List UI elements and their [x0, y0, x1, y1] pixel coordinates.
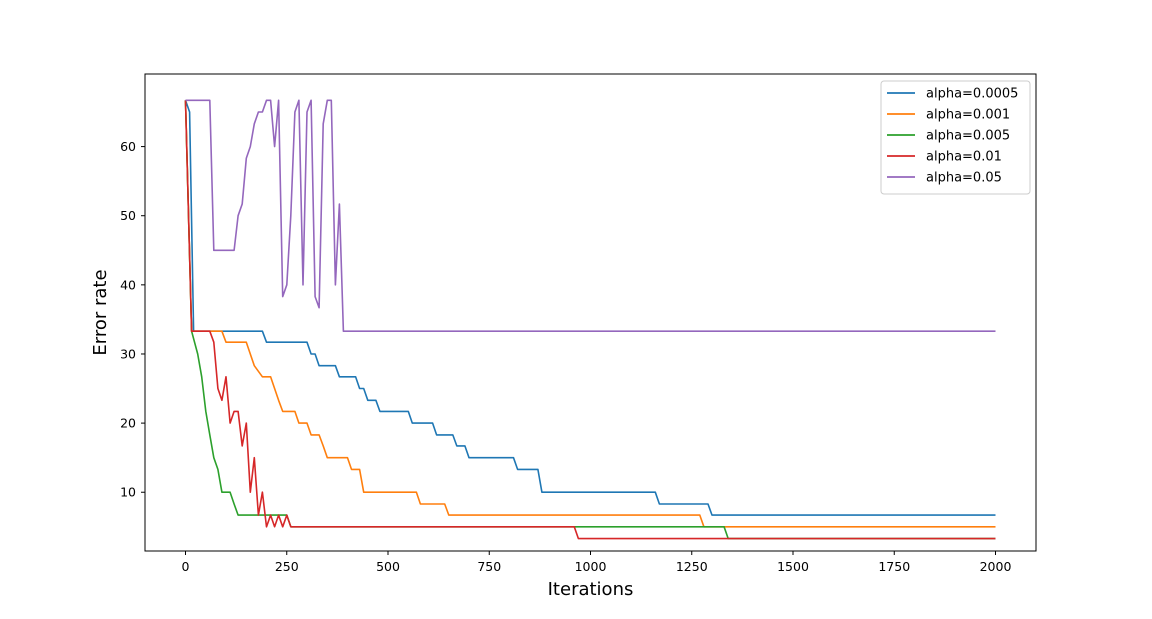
- x-tick-label: 1000: [575, 559, 607, 574]
- legend-label: alpha=0.001: [926, 108, 1010, 123]
- x-tick-label: 1750: [878, 559, 910, 574]
- x-tick-label: 250: [275, 559, 299, 574]
- x-tick-label: 500: [376, 559, 400, 574]
- x-tick-label: 2000: [980, 559, 1012, 574]
- y-tick-label: 40: [120, 277, 136, 292]
- x-tick-label: 0: [182, 559, 190, 574]
- x-tick-label: 750: [477, 559, 501, 574]
- series-line-0: [184, 100, 996, 516]
- y-tick-label: 60: [120, 139, 136, 154]
- y-tick-label: 50: [120, 208, 136, 223]
- series-line-4: [185, 99, 996, 332]
- x-tick-label: 1250: [676, 559, 708, 574]
- legend-label: alpha=0.0005: [926, 87, 1018, 102]
- y-axis-title: Error rate: [90, 269, 111, 355]
- y-tick-label: 30: [120, 346, 136, 361]
- y-axis-ticks: 10 20 30 40 50 60: [120, 139, 145, 500]
- x-tick-label: 1500: [777, 559, 809, 574]
- series-line-1: [184, 100, 996, 528]
- legend-label: alpha=0.01: [926, 150, 1002, 165]
- y-tick-label: 10: [120, 485, 136, 500]
- series-line-3: [184, 100, 996, 540]
- x-axis-title: Iterations: [548, 579, 634, 600]
- legend: alpha=0.0005 alpha=0.001 alpha=0.005 alpha=…: [880, 80, 1031, 195]
- legend-box: [880, 80, 1031, 195]
- x-axis-ticks: 0 250 500 750 1000 1250 1500 1750 2000: [182, 551, 1012, 574]
- legend-label: alpha=0.05: [926, 171, 1002, 186]
- plot-lines: [184, 99, 996, 540]
- legend-label: alpha=0.005: [926, 129, 1010, 144]
- y-tick-label: 20: [120, 416, 136, 431]
